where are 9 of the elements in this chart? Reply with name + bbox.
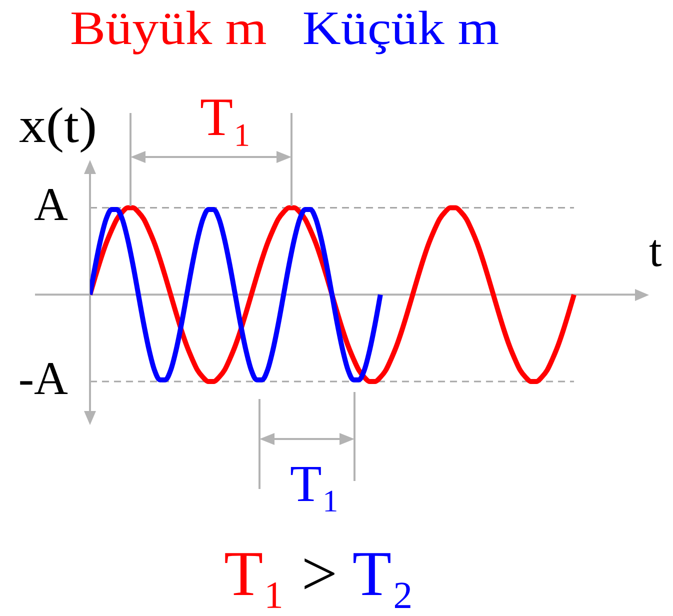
x-axis-title: t: [649, 225, 662, 276]
text: Küçük m: [302, 2, 500, 55]
ref-line-label: -A: [18, 352, 68, 405]
y-axis-title: x(t): [19, 97, 97, 153]
text: Büyük m: [70, 2, 267, 55]
text: T₁: [200, 87, 252, 147]
text: T₁: [290, 456, 340, 513]
ref-line-label: A: [34, 179, 68, 232]
text: T₁ > T₂: [224, 538, 414, 609]
